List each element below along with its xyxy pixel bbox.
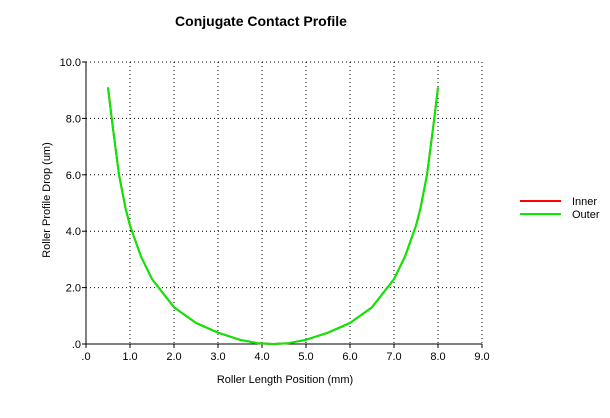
y-tick-label: 8.0 <box>66 113 81 125</box>
series-line-outer <box>107 87 439 345</box>
x-tick-label: 9.0 <box>474 351 489 363</box>
x-tick-label: 5.0 <box>298 351 313 363</box>
series-line-inner <box>107 87 439 345</box>
x-tick-label: 2.0 <box>166 351 181 363</box>
chart-title: Conjugate Contact Profile <box>175 13 347 29</box>
grid <box>86 61 483 344</box>
y-tick-label: 4.0 <box>66 226 81 238</box>
legend-label-inner: Inner <box>572 196 597 208</box>
x-tick-label: 1.0 <box>122 351 137 363</box>
x-tick-label: 4.0 <box>254 351 269 363</box>
legend-label-outer: Outer <box>572 209 600 221</box>
series-lines <box>107 87 439 345</box>
y-tick-label: 2.0 <box>66 283 81 295</box>
x-tick-label: .0 <box>81 351 90 363</box>
x-tick-label: 6.0 <box>342 351 357 363</box>
x-tick-label: 7.0 <box>386 351 401 363</box>
x-tick-label: 8.0 <box>430 351 445 363</box>
y-tick-label: 10.0 <box>60 57 81 69</box>
x-tick-label: 3.0 <box>210 351 225 363</box>
y-tick-label: .0 <box>72 339 81 351</box>
y-axis-label: Roller Profile Drop (um) <box>41 142 53 258</box>
x-axis-label: Roller Length Position (mm) <box>217 374 353 386</box>
y-tick-label: 6.0 <box>66 170 81 182</box>
tick-labels: .0 1.0 2.0 3.0 4.0 5.0 6.0 7.0 8.0 9.0 .0 2.0 4.0 6.0… <box>60 57 490 363</box>
axes <box>82 61 483 348</box>
